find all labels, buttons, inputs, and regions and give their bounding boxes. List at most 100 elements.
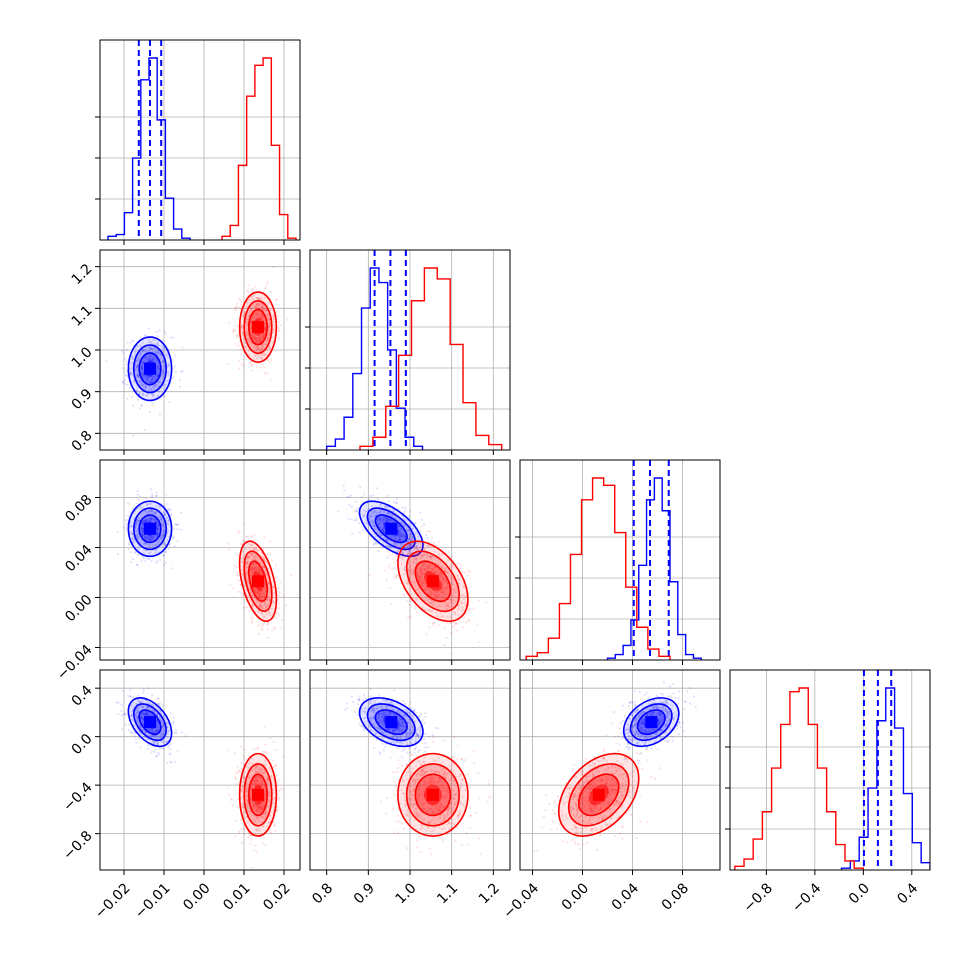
scatter-point [160,518,164,521]
scatter-point [260,592,264,595]
scatter-point [453,583,456,587]
scatter-point [130,525,134,528]
scatter-point [422,582,425,585]
scatter-point [155,511,158,514]
scatter-point [379,534,382,537]
scatter-point [381,519,384,522]
scatter-point [261,628,264,631]
scatter-point [441,614,444,618]
scatter-point [244,342,247,345]
scatter-point [261,357,264,360]
scatter-point [250,319,253,322]
scatter-point [141,362,145,365]
scatter-point [145,738,148,741]
scatter-point [440,575,443,578]
scatter-point [466,574,470,577]
scatter-point [260,305,264,308]
scatter-point [255,314,258,317]
scatter-point [255,302,258,305]
scatter-point [137,374,140,377]
scatter-point [392,514,395,517]
scatter-point [167,730,170,733]
scatter-point [410,537,414,540]
scatter-point [388,518,391,521]
scatter-point [251,603,254,606]
scatter-point [165,519,168,522]
scatter-point [257,337,260,340]
scatter-point [361,528,364,531]
scatter-point [382,527,386,531]
scatter-point [445,587,448,590]
scatter-point [161,534,164,537]
scatter-point [382,542,385,545]
scatter-point [390,514,393,517]
scatter-point [153,704,156,707]
scatter-point [418,553,422,556]
scatter-point [153,338,156,342]
scatter-point [147,713,151,717]
scatter-point [390,536,393,539]
panel-1-1 [305,249,511,455]
scatter-point [380,533,383,537]
scatter-point [146,536,149,539]
scatter-point [168,544,171,547]
scatter-point [446,604,449,607]
scatter-point [266,604,269,607]
scatter-point [130,561,133,564]
scatter-point [149,488,153,491]
scatter-point [444,605,447,608]
scatter-point [261,623,264,626]
scatter-point [157,344,160,347]
scatter-point [151,538,154,541]
scatter-point [173,365,177,368]
scatter-point [411,562,415,565]
scatter-point [350,505,353,508]
scatter-point [254,338,257,341]
scatter-point [141,705,144,709]
scatter-point [251,568,254,571]
scatter-point [248,349,251,352]
scatter-point [383,516,386,520]
scatter-point [418,546,421,549]
scatter-point [140,559,143,562]
scatter-point [154,520,157,523]
scatter-point [260,363,263,366]
scatter-point [144,520,147,524]
scatter-point [432,621,435,625]
scatter-point [162,372,165,375]
scatter-point [172,375,175,379]
scatter-point [156,543,159,546]
scatter-point [461,571,464,574]
scatter-point [263,608,266,611]
scatter-point [373,524,376,528]
scatter-point [415,557,418,561]
scatter-point [434,591,438,594]
scatter-point [257,311,260,314]
scatter-point [242,574,245,578]
scatter-point [172,536,175,539]
scatter-point [259,354,263,357]
scatter-point [149,355,152,358]
scatter-point [140,366,143,370]
scatter-point [135,534,138,538]
scatter-point [407,528,410,532]
scatter-point [142,688,145,691]
scatter-point [396,550,399,553]
scatter-point [155,372,159,376]
scatter-point [135,522,138,525]
scatter-point [163,730,166,734]
scatter-point [155,754,159,758]
scatter-point [129,372,132,376]
scatter-point [262,334,265,337]
scatter-point [148,346,151,349]
scatter-point [257,569,260,572]
scatter-point [176,527,179,531]
scatter-point [149,734,152,738]
scatter-point [444,593,447,596]
scatter-point [458,578,461,581]
scatter-point [260,357,263,361]
scatter-point [275,298,278,301]
scatter-point [154,729,157,732]
scatter-point [264,343,268,346]
scatter-point [261,607,264,610]
